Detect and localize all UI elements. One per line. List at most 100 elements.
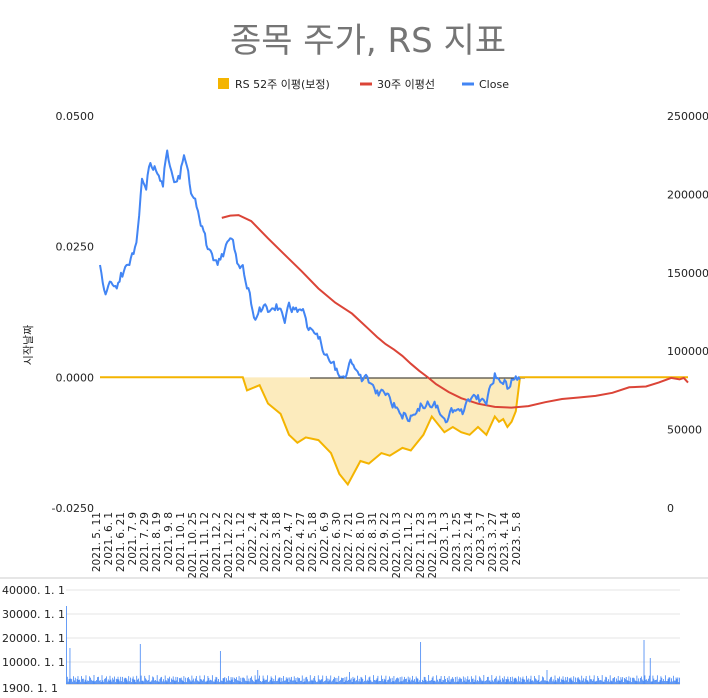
x-tick-label: 2022. 1. 12: [235, 512, 247, 572]
volume-bar: [198, 681, 200, 684]
volume-bar: [677, 677, 679, 684]
x-tick-label: 2023. 5. 8: [511, 512, 523, 565]
volume-bar: [631, 681, 632, 684]
volume-bar: [252, 681, 254, 684]
volume-bar: [403, 679, 405, 684]
volume-bar: [371, 681, 373, 684]
volume-bar: [336, 677, 338, 684]
volume-bar: [577, 677, 579, 684]
volume-bar: [350, 678, 352, 684]
volume-bar: [650, 681, 652, 684]
volume-bar: [502, 679, 504, 684]
volume-bar: [193, 678, 195, 684]
volume-bar: [241, 681, 243, 684]
x-tick-label: 2022. 10. 13: [391, 512, 403, 579]
volume-bar: [396, 678, 397, 684]
volume-bar: [256, 679, 258, 684]
volume-bar: [589, 675, 591, 684]
volume-bar: [91, 680, 93, 684]
volume-bar: [231, 679, 233, 684]
x-tick-label: 2022. 3. 18: [271, 512, 283, 572]
volume-bar: [271, 677, 273, 684]
volume-bar: [132, 676, 134, 684]
volume-bar: [114, 676, 115, 684]
volume-bar: [164, 675, 166, 684]
volume-bar: [173, 679, 175, 684]
x-tick-label: 2022. 6. 30: [331, 512, 343, 572]
volume-bar: [268, 681, 269, 684]
volume-bar: [275, 675, 276, 684]
volume-bar: [162, 681, 163, 684]
volume-bar: [114, 681, 116, 684]
right-axis-ticks: 250000 200000 150000 100000 50000 0: [667, 110, 708, 515]
volume-bar: [620, 677, 622, 684]
volume-bar: [426, 681, 428, 684]
volume-bar: [87, 680, 89, 684]
volume-bar: [608, 679, 609, 684]
volume-bar: [479, 677, 481, 684]
volume-tick-label: 40000. 1. 1: [2, 584, 65, 597]
volume-bar: [155, 681, 157, 684]
volume-bar: [79, 679, 81, 684]
volume-bar: [427, 681, 429, 684]
volume-bar: [671, 678, 672, 684]
volume-bar: [442, 679, 444, 684]
volume-bar: [279, 677, 281, 684]
volume-bar: [208, 678, 210, 684]
volume-bar: [76, 679, 78, 684]
volume-bar: [260, 681, 262, 684]
volume-bar: [179, 678, 180, 684]
volume-bar: [463, 680, 465, 684]
right-tick-label: 50000: [667, 424, 702, 437]
volume-bar: [93, 675, 95, 684]
right-tick-label: 150000: [667, 267, 708, 280]
volume-bar: [439, 678, 441, 684]
volume-bar: [527, 678, 529, 684]
volume-bar: [104, 678, 106, 684]
volume-bar: [507, 676, 509, 684]
volume-bar: [224, 677, 226, 684]
volume-bar: [222, 678, 224, 684]
volume-bar: [413, 680, 414, 684]
volume-bar: [200, 679, 202, 684]
volume-bar: [415, 676, 417, 684]
volume-bar: [324, 680, 326, 684]
volume-bar: [404, 676, 405, 684]
volume-bar: [327, 681, 329, 684]
rs-series-area: [242, 377, 521, 485]
volume-bar: [675, 677, 677, 684]
volume-bar: [344, 677, 346, 684]
volume-bar: [510, 677, 511, 684]
volume-bar: [192, 680, 194, 684]
volume-bar: [343, 682, 345, 684]
x-tick-label: 2023. 3. 27: [487, 512, 499, 572]
volume-bar: [273, 678, 275, 684]
volume-bar: [166, 681, 168, 684]
volume-bar: [552, 679, 554, 684]
volume-bar: [218, 679, 219, 684]
volume-bar: [611, 681, 613, 684]
volume-bar: [167, 678, 169, 684]
right-tick-label: 250000: [667, 110, 708, 123]
volume-bar: [152, 676, 154, 684]
volume-bar: [189, 680, 191, 684]
volume-bar: [155, 680, 156, 684]
volume-bar: [627, 680, 629, 684]
volume-bar: [139, 644, 141, 684]
volume-bar: [370, 680, 372, 684]
volume-bar: [433, 680, 435, 684]
volume-bar: [500, 679, 502, 684]
volume-bar: [321, 679, 323, 684]
volume-bar: [381, 675, 382, 684]
volume-bar: [478, 681, 479, 684]
volume-bar: [331, 681, 333, 684]
volume-bar: [477, 680, 478, 684]
volume-bar: [566, 680, 567, 684]
volume-bar: [402, 681, 404, 684]
volume-bar: [298, 678, 300, 684]
volume-bar: [339, 681, 341, 684]
volume-bar: [597, 676, 599, 684]
volume-bar: [359, 681, 361, 684]
volume-bar: [75, 681, 77, 684]
volume-bar: [392, 681, 394, 684]
